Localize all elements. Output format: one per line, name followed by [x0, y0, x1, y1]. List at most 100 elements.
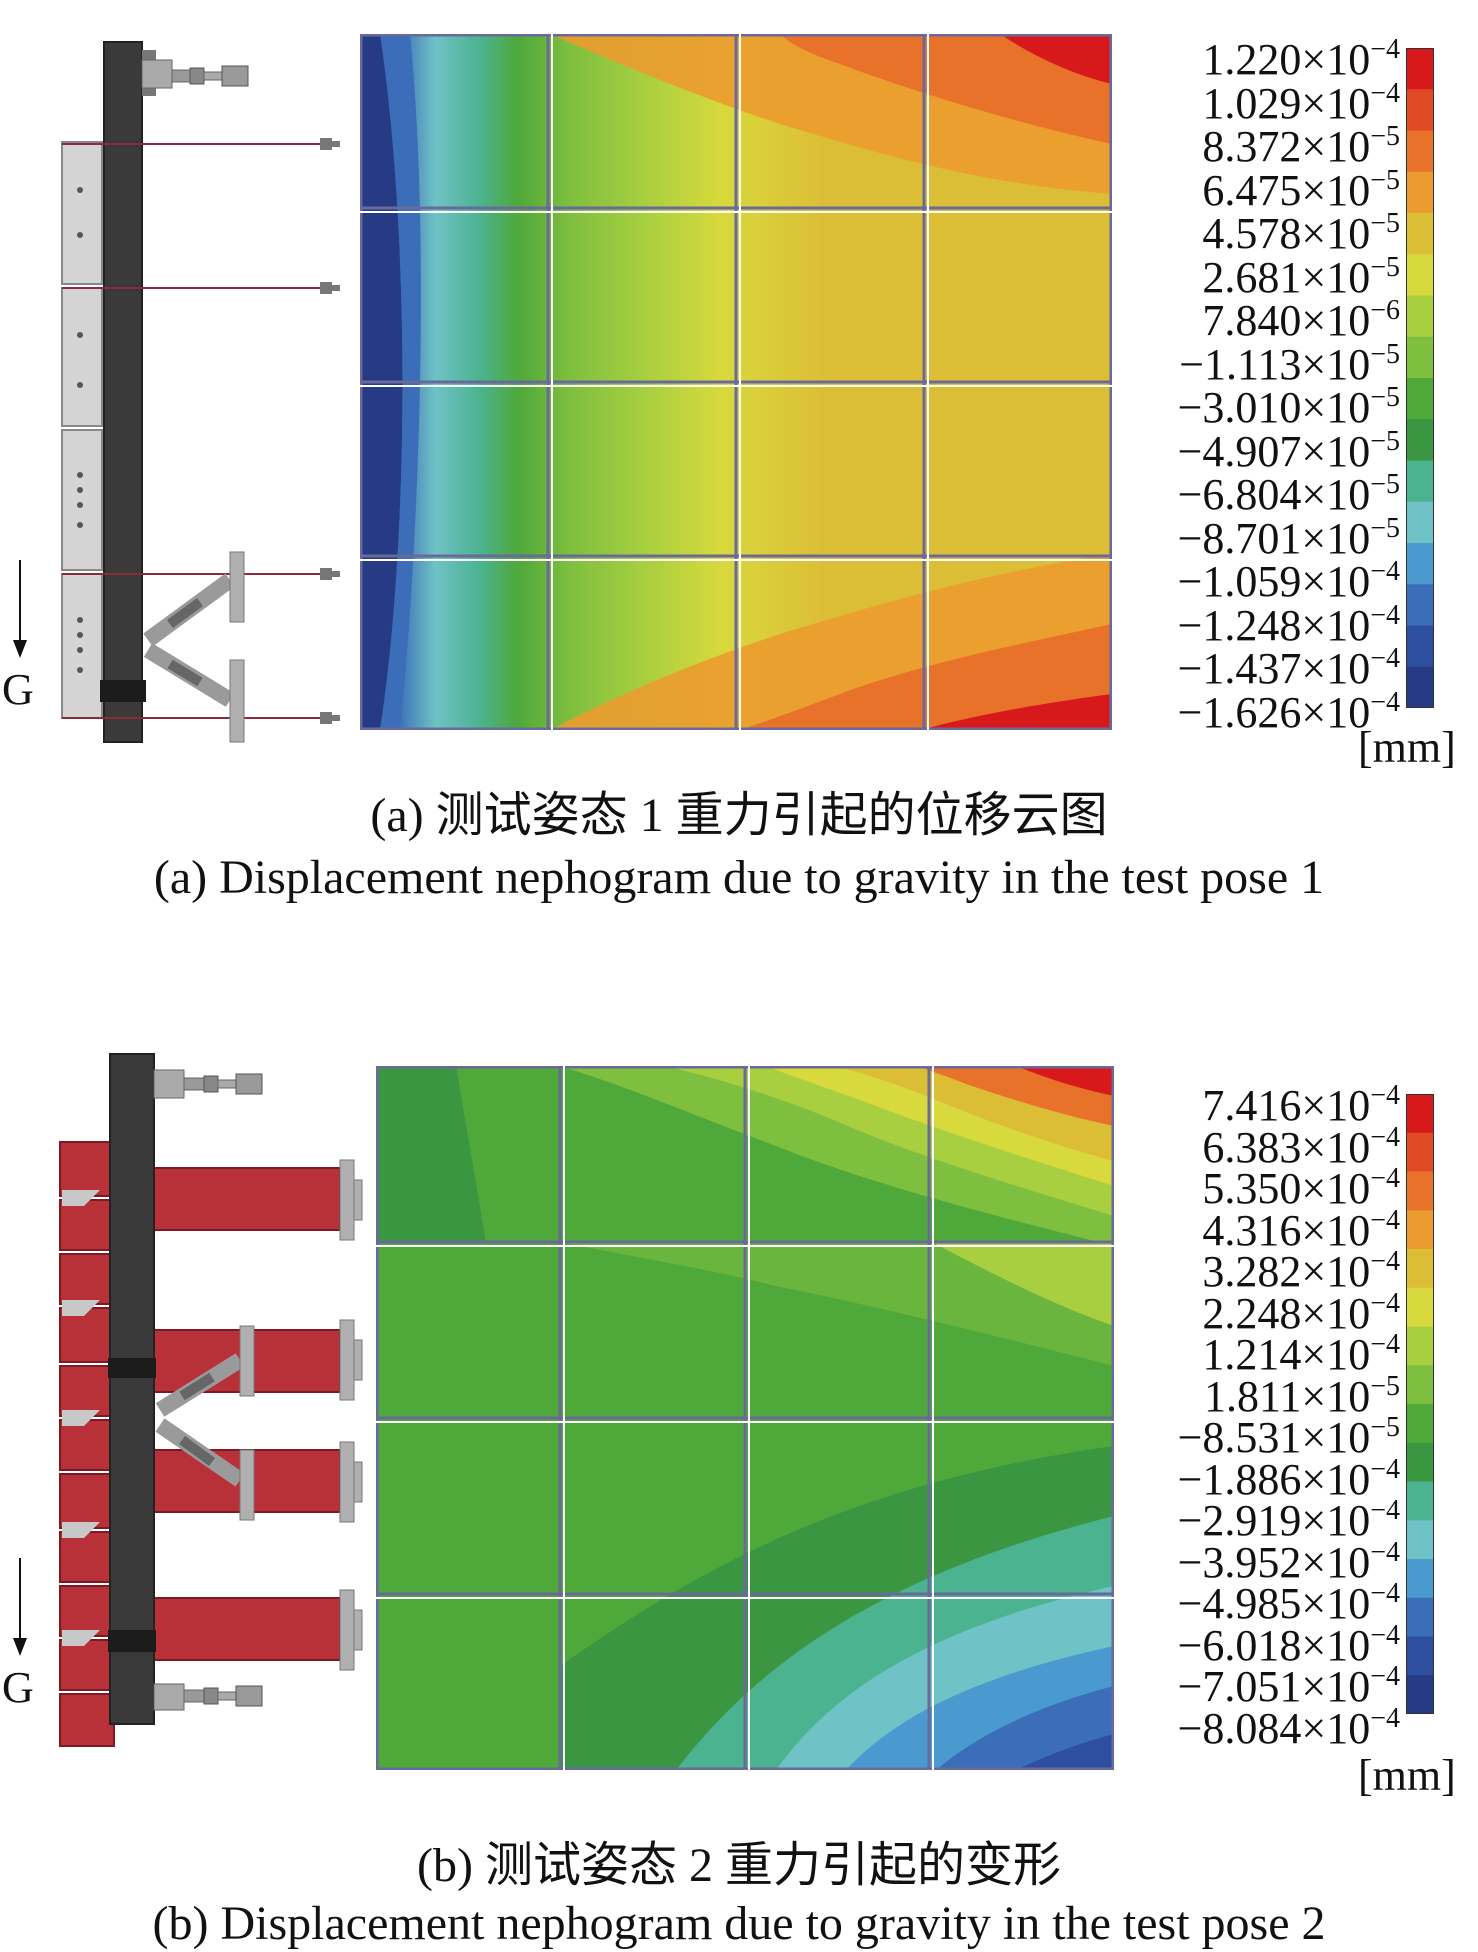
colorbar-segment	[1406, 378, 1434, 420]
legend-label: 8.372×10−5	[1202, 115, 1400, 169]
legend-label-exponent: −4	[1370, 1163, 1400, 1194]
legend-labels-b: 7.416×10−4 6.383×10−4 5.350×10−4 4.316×10−4…	[1100, 1074, 1400, 1754]
legend-label-exponent: −4	[1370, 1578, 1400, 1609]
legend-label: −4.985×10−4	[1178, 1572, 1400, 1626]
legend-label: −6.018×10−4	[1178, 1614, 1400, 1668]
gravity-label-b: G	[2, 1663, 34, 1712]
legend-label-mantissa: 4.316×10	[1202, 1205, 1371, 1255]
legend-label-exponent: −5	[1370, 208, 1400, 239]
colorbar-segment	[1406, 1171, 1434, 1211]
legend-label-exponent: −4	[1370, 1661, 1400, 1692]
legend-label-exponent: −4	[1370, 1287, 1400, 1319]
legend-label: 1.029×10−4	[1202, 72, 1400, 126]
colorbar-segment	[1406, 501, 1434, 544]
legend-label-exponent: −4	[1370, 1080, 1400, 1111]
legend-label-mantissa: −1.886×10	[1177, 1454, 1371, 1504]
legend-label-mantissa: 7.416×10	[1202, 1081, 1371, 1130]
legend-label: 2.248×10−4	[1202, 1282, 1400, 1336]
legend-label-exponent: −5	[1370, 1370, 1400, 1402]
legend-label-mantissa: −1.437×10	[1177, 644, 1371, 693]
legend-label-exponent: −5	[1370, 1412, 1400, 1443]
colorbar-segment	[1406, 1559, 1434, 1599]
panel-a: G	[0, 0, 1478, 904]
legend-label: −8.701×10−5	[1178, 507, 1400, 561]
legend-label-exponent: −4	[1370, 686, 1400, 718]
legend-label: −1.886×10−4	[1178, 1448, 1400, 1502]
legend-label-exponent: −5	[1370, 425, 1400, 457]
legend-label: −3.952×10−4	[1178, 1531, 1400, 1585]
legend-unit-a: [mm]	[1358, 723, 1456, 772]
legend-label: 6.475×10−5	[1202, 159, 1400, 213]
legend-label: 4.316×10−4	[1202, 1199, 1400, 1253]
legend-label-mantissa: 2.681×10	[1202, 252, 1371, 302]
legend-label: −1.248×10−4	[1178, 594, 1400, 648]
legend-label-mantissa: −7.051×10	[1177, 1662, 1371, 1711]
legend-b: 7.416×10−4 6.383×10−4 5.350×10−4 4.316×10−4…	[1100, 1074, 1478, 1814]
colorbar-segment	[1406, 1404, 1434, 1444]
legend-label: −4.907×10−5	[1178, 420, 1400, 474]
legend-label-mantissa: −3.010×10	[1177, 383, 1371, 432]
panel-b: G	[0, 1030, 1478, 1951]
legend-label-exponent: −5	[1370, 121, 1400, 152]
legend-label-exponent: −5	[1370, 164, 1400, 196]
legend-label-exponent: −4	[1370, 77, 1400, 109]
legend-label-mantissa: 6.475×10	[1202, 165, 1371, 215]
legend-label-mantissa: 1.811×10	[1204, 1371, 1371, 1421]
legend-label-exponent: −5	[1370, 338, 1400, 370]
legend-label-mantissa: −1.059×10	[1177, 557, 1371, 606]
legend-label-exponent: −4	[1370, 1495, 1400, 1526]
colorbar-segment	[1406, 419, 1434, 461]
legend-label: 4.578×10−5	[1202, 202, 1400, 256]
legend-unit-b: [mm]	[1358, 1751, 1456, 1800]
legend-label: −8.084×10−4	[1178, 1697, 1400, 1751]
legend-labels-a: 1.220×10−4 1.029×10−4 8.372×10−5 6.475×10−5…	[1100, 28, 1400, 734]
structure-drawing-b	[59, 1053, 363, 1747]
legend-label-mantissa: −8.531×10	[1177, 1413, 1371, 1462]
colorbar-segment	[1406, 295, 1434, 338]
colorbar-segment	[1406, 543, 1434, 585]
colorbar-segment	[1406, 666, 1434, 708]
legend-label: 7.416×10−4	[1202, 1074, 1400, 1128]
legend-label-exponent: −4	[1370, 1121, 1400, 1153]
legend-label: −7.051×10−4	[1178, 1655, 1400, 1709]
caption-cn-a: (a) 测试姿态 1 重力引起的位移云图	[370, 789, 1108, 842]
legend-label: 6.383×10−4	[1202, 1116, 1400, 1170]
legend-label-mantissa: −8.701×10	[1177, 513, 1371, 563]
colorbar-segment	[1406, 1365, 1434, 1405]
legend-a: 1.220×10−4 1.029×10−4 8.372×10−5 6.475×10−5…	[1100, 28, 1478, 772]
colorbar-segment	[1406, 130, 1434, 173]
legend-label: 1.220×10−4	[1202, 28, 1400, 82]
legend-label-mantissa: −8.084×10	[1177, 1703, 1371, 1753]
legend-label-mantissa: −4.907×10	[1177, 426, 1371, 476]
colorbar-segment	[1406, 1636, 1434, 1676]
legend-label: 3.282×10−4	[1202, 1240, 1400, 1294]
legend-label-mantissa: 8.372×10	[1202, 122, 1371, 171]
legend-label-exponent: −4	[1370, 1619, 1400, 1651]
legend-label: −1.437×10−4	[1178, 637, 1400, 691]
displacement-contour-b	[376, 1066, 1114, 1770]
top-bracket-a	[141, 59, 249, 89]
gravity-arrow-b	[8, 1558, 32, 1666]
legend-label-exponent: −4	[1370, 599, 1400, 631]
legend-label: −2.919×10−4	[1178, 1489, 1400, 1543]
colorbar-segment	[1406, 1132, 1434, 1172]
caption-en-b: (b) Displacement nephogram due to gravit…	[152, 1897, 1326, 1950]
colorbar-segment	[1406, 213, 1434, 255]
legend-label-mantissa: 3.282×10	[1202, 1247, 1371, 1296]
legend-label-exponent: −4	[1370, 1246, 1400, 1277]
legend-label: −3.010×10−5	[1178, 376, 1400, 430]
legend-label-mantissa: −6.018×10	[1177, 1620, 1371, 1670]
colorbar-b	[1406, 1094, 1434, 1714]
colorbar-segment	[1406, 625, 1434, 668]
legend-label-exponent: −4	[1370, 556, 1400, 587]
colorbar-segment	[1406, 1520, 1434, 1560]
colorbar-segment	[1406, 1326, 1434, 1366]
legend-label-exponent: −5	[1370, 382, 1400, 413]
colorbar-segment	[1406, 1597, 1434, 1637]
legend-label-mantissa: 5.350×10	[1202, 1164, 1371, 1213]
legend-label-exponent: −5	[1370, 512, 1400, 544]
legend-label-exponent: −5	[1370, 251, 1400, 283]
structure-drawing-a	[61, 41, 340, 743]
legend-label-mantissa: 6.383×10	[1202, 1122, 1371, 1172]
legend-label-mantissa: −2.919×10	[1177, 1496, 1371, 1545]
